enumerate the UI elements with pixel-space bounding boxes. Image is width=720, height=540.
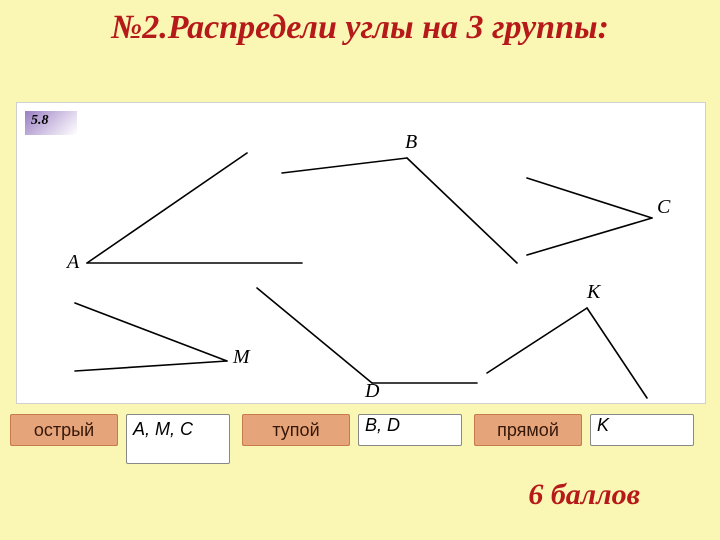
answers-row: острый A, M, C тупой B, D прямой K [10,414,710,462]
svg-text:M: M [232,346,251,368]
category-right: прямой [474,414,582,446]
answer-acute[interactable]: A, M, C [126,414,230,464]
task-title: №2.Распредели углы на 3 группы: [0,0,720,47]
answer-right[interactable]: K [590,414,694,446]
category-obtuse: тупой [242,414,350,446]
angles-figure: 5.8 ABCMDK [16,102,706,404]
angles-svg: A B C M D K [17,103,705,403]
svg-text:A: A [65,251,80,273]
svg-text:B: B [405,131,417,153]
answer-obtuse[interactable]: B, D [358,414,462,446]
category-acute: острый [10,414,118,446]
svg-text:C: C [657,196,671,218]
svg-text:D: D [364,380,380,402]
score-label: 6 баллов [528,478,640,512]
svg-text:K: K [586,281,602,303]
